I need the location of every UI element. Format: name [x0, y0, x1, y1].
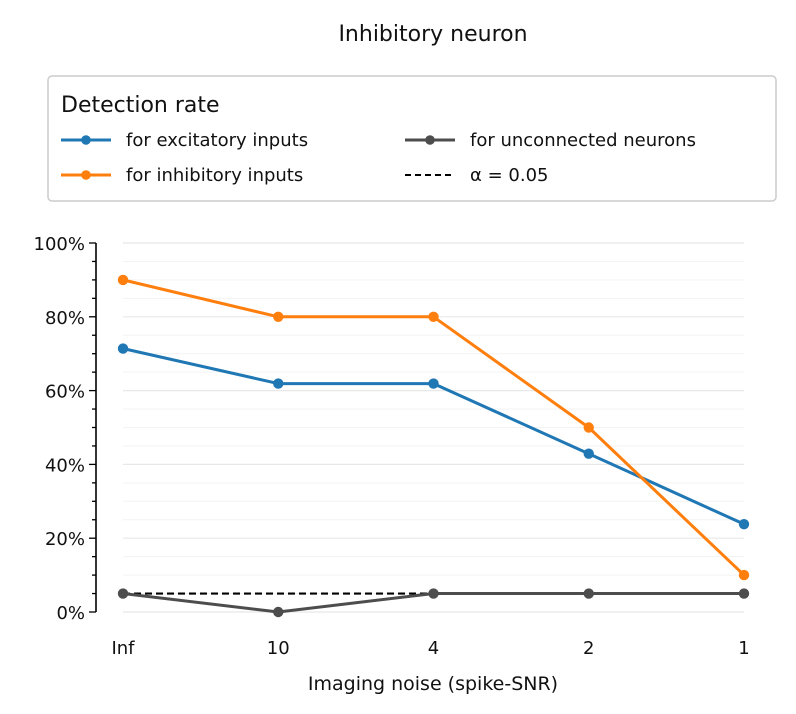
legend-label: for excitatory inputs: [126, 130, 308, 151]
legend-item: for inhibitory inputs: [61, 165, 303, 186]
data-point: [117, 588, 129, 599]
chart-title: Inhibitory neuron: [338, 22, 527, 47]
legend-title: Detection rate: [61, 93, 220, 118]
data-point: [428, 378, 439, 389]
legend-item: for excitatory inputs: [61, 130, 308, 151]
series-2: [117, 588, 750, 618]
data-point: [117, 274, 129, 286]
x-axis-label: Imaging noise (spike-SNR): [308, 673, 558, 695]
data-point: [583, 422, 594, 433]
data-point: [583, 588, 594, 599]
legend-marker: [81, 135, 91, 145]
y-tick-label: 0%: [56, 603, 85, 624]
data-point: [273, 311, 284, 322]
data-point: [428, 311, 439, 322]
legend-label: for inhibitory inputs: [126, 165, 303, 186]
x-tick-label: 2: [583, 638, 594, 659]
legend-marker: [81, 170, 91, 180]
x-tick-label: Inf: [111, 638, 135, 659]
legend-item: for unconnected neurons: [405, 130, 696, 151]
plot-area: 0% 20% 40% 60% 80% 100% Inf 10 4 2 1: [34, 234, 750, 659]
data-point: [428, 588, 439, 599]
x-tick-label: 10: [267, 638, 290, 659]
data-point: [738, 569, 750, 581]
data-point: [738, 588, 750, 599]
y-tick-label: 20%: [45, 529, 85, 550]
data-point: [273, 378, 284, 389]
x-tick-label: 1: [738, 638, 749, 659]
x-tick-label: 4: [428, 638, 439, 659]
series-1: [117, 274, 750, 581]
legend-marker: [425, 135, 435, 145]
data-point: [583, 448, 594, 459]
data-point: [738, 518, 750, 530]
legend-item: α = 0.05: [405, 165, 548, 186]
y-tick-label: 80%: [45, 308, 85, 329]
y-tick-label: 60%: [45, 382, 85, 403]
legend: Detection rate for excitatory inputs for …: [47, 75, 777, 202]
legend-label: α = 0.05: [470, 165, 548, 186]
data-point: [117, 343, 129, 354]
y-tick-label: 40%: [45, 455, 85, 476]
data-point: [273, 606, 284, 618]
series-line: [122, 347, 745, 526]
legend-label: for unconnected neurons: [470, 130, 696, 151]
y-tick-label: 100%: [34, 234, 85, 255]
